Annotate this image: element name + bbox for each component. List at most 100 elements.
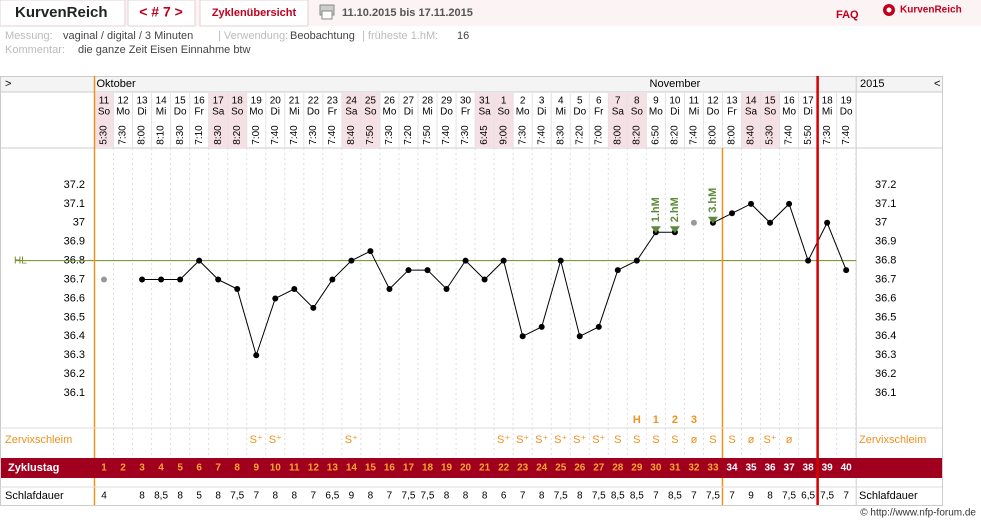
day-number: 17 <box>803 96 815 107</box>
weekday: Do <box>440 107 453 118</box>
cycle-day: 25 <box>555 463 567 474</box>
logo-icon <box>883 4 895 16</box>
cycle-day: 17 <box>403 463 415 474</box>
weekday: Mo <box>516 107 530 118</box>
temperature-point <box>291 286 298 292</box>
day-number: 28 <box>422 96 434 107</box>
temperature-point <box>177 276 184 283</box>
sleep-duration: 8 <box>368 491 374 502</box>
y-tick-label: 37.2 <box>64 179 85 191</box>
cycle-day: 39 <box>822 463 834 474</box>
weekend-shade <box>227 93 247 148</box>
day-number: 27 <box>403 96 415 107</box>
faq-link[interactable]: FAQ <box>836 9 859 21</box>
measure-time: 7:40 <box>327 125 338 145</box>
y-tick-label-right: 36.6 <box>875 292 896 304</box>
sleep-duration: 9 <box>748 491 754 502</box>
weekday: So <box>631 107 644 118</box>
info-label: | früheste 1.hM: <box>362 30 438 42</box>
cycle-day: 37 <box>784 463 796 474</box>
weekday: Fr <box>194 107 204 118</box>
sleep-duration: 7 <box>253 491 259 502</box>
measure-time: 8:40 <box>746 125 757 145</box>
cervix-symbol: S⁺ <box>269 434 282 446</box>
sleep-duration: 6 <box>501 491 507 502</box>
overview-link[interactable]: Zyklenübersicht <box>212 7 297 19</box>
day-number: 26 <box>384 96 396 107</box>
info-value: Beobachtung <box>290 30 355 42</box>
weekday: Mo <box>249 107 263 118</box>
nav-next[interactable]: < <box>934 78 940 90</box>
chart-frame <box>0 76 943 506</box>
sleep-duration: 8 <box>767 491 773 502</box>
weekend-shade <box>494 93 514 148</box>
cervix-symbol: S <box>728 434 735 446</box>
cycle-day: 7 <box>215 463 221 474</box>
cycle-day: 26 <box>574 463 586 474</box>
info-label: | Verwendung: <box>218 30 288 42</box>
cover-line-label: HL <box>14 255 27 266</box>
print-icon[interactable] <box>319 4 335 20</box>
day-number: 18 <box>822 96 834 107</box>
measure-time: 7:40 <box>441 125 452 145</box>
nav-box[interactable] <box>127 0 196 27</box>
cycle-day: 5 <box>177 463 183 474</box>
cycle-day: 3 <box>139 463 145 474</box>
temperature-point <box>234 286 241 292</box>
cycle-day-band <box>1 458 942 478</box>
cycle-nav[interactable]: < # 7 > <box>139 4 183 20</box>
measure-time: 7:00 <box>593 125 604 145</box>
weekday: Sa <box>345 107 358 118</box>
weekday: Fr <box>594 107 604 118</box>
measure-time: 7:40 <box>841 125 852 145</box>
cervix-symbol: S⁺ <box>592 434 605 446</box>
month-label: Oktober <box>96 78 135 90</box>
day-number: 10 <box>669 96 681 107</box>
sleep-duration: 8,5 <box>668 491 682 502</box>
overview-box[interactable] <box>199 0 309 27</box>
year: 2015 <box>860 78 884 90</box>
y-tick-label: 36.7 <box>64 273 85 285</box>
cycle-day: 29 <box>631 463 643 474</box>
cycle-label: Zyklustag <box>8 462 59 474</box>
cervix-symbol: S⁺ <box>554 434 567 446</box>
day-number: 30 <box>460 96 472 107</box>
cervix-symbol: ø <box>748 434 755 446</box>
measure-time: 7:30 <box>822 125 833 145</box>
day-number: 7 <box>615 96 621 107</box>
sleep-duration: 5 <box>196 491 202 502</box>
day-number: 13 <box>136 96 148 107</box>
sleep-duration: 7,5 <box>554 491 568 502</box>
sleep-duration: 7 <box>691 491 697 502</box>
measure-time: 8:00 <box>708 125 719 145</box>
cycle-day: 2 <box>120 463 126 474</box>
cervix-symbol: S <box>652 434 659 446</box>
cycle-day: 19 <box>441 463 453 474</box>
weekend-shade <box>627 93 647 148</box>
measure-time: 8:30 <box>555 125 566 145</box>
weekday: Mo <box>382 107 396 118</box>
cycle-day: 28 <box>612 463 624 474</box>
sleep-duration: 8,5 <box>630 491 644 502</box>
day-number: 8 <box>634 96 640 107</box>
cycle-day: 6 <box>196 463 202 474</box>
cervix-label: Zervixschleim <box>5 434 72 446</box>
sleep-duration: 8,5 <box>611 491 625 502</box>
y-tick-label-right: 36.4 <box>875 330 896 342</box>
cycle-day: 18 <box>422 463 434 474</box>
temperature-point <box>462 257 469 264</box>
weekday: Di <box>803 107 812 118</box>
sleep-label-right: Schlafdauer <box>859 490 918 502</box>
cycle-day: 12 <box>308 463 320 474</box>
day-number: 21 <box>289 96 301 107</box>
cycle-day: 4 <box>158 463 164 474</box>
weekday: Mi <box>689 107 700 118</box>
brand: KurvenReich <box>15 4 108 21</box>
weekday: Di <box>404 107 413 118</box>
temperature-point <box>405 267 412 274</box>
nav-prev[interactable]: > <box>5 78 11 90</box>
temperature-point <box>367 248 374 255</box>
measure-time: 7:30 <box>517 125 528 145</box>
cycle-day: 1 <box>101 463 107 474</box>
measure-time: 7:10 <box>194 125 205 145</box>
